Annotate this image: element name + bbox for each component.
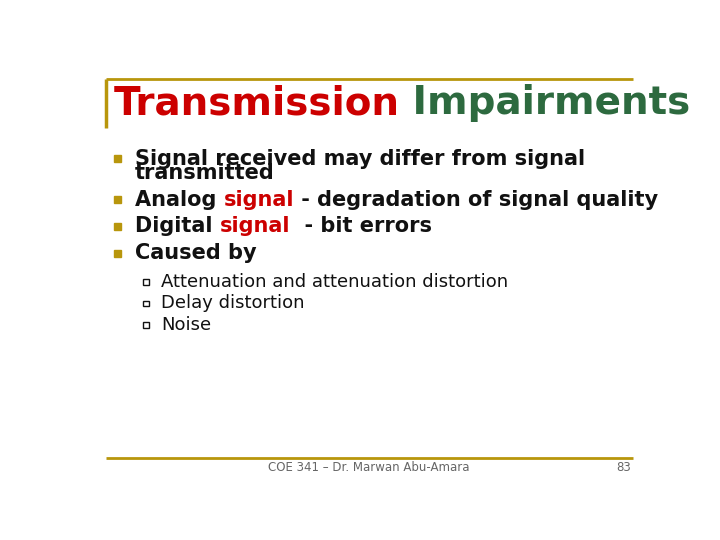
Text: Transmission: Transmission bbox=[113, 84, 400, 122]
Bar bbox=[143, 322, 148, 328]
Text: Attenuation and attenuation distortion: Attenuation and attenuation distortion bbox=[161, 273, 508, 291]
Text: Signal received may differ from signal: Signal received may differ from signal bbox=[135, 148, 585, 168]
Text: signal: signal bbox=[224, 190, 294, 210]
Text: - bit errors: - bit errors bbox=[290, 217, 432, 237]
Text: Caused by: Caused by bbox=[135, 244, 256, 264]
Text: 83: 83 bbox=[616, 461, 631, 474]
Bar bbox=[114, 223, 121, 230]
Bar bbox=[143, 301, 148, 306]
Text: Analog: Analog bbox=[135, 190, 224, 210]
Text: Noise: Noise bbox=[161, 316, 212, 334]
Text: transmitted: transmitted bbox=[135, 163, 275, 183]
Text: Delay distortion: Delay distortion bbox=[161, 294, 305, 313]
Bar bbox=[114, 196, 121, 203]
Text: - degradation of signal quality: - degradation of signal quality bbox=[294, 190, 658, 210]
Bar bbox=[114, 156, 121, 162]
Text: COE 341 – Dr. Marwan Abu-Amara: COE 341 – Dr. Marwan Abu-Amara bbox=[269, 461, 469, 474]
Text: Impairments: Impairments bbox=[400, 84, 690, 122]
Text: Digital: Digital bbox=[135, 217, 220, 237]
Bar bbox=[114, 250, 121, 257]
Bar bbox=[143, 279, 148, 285]
Text: signal: signal bbox=[220, 217, 290, 237]
